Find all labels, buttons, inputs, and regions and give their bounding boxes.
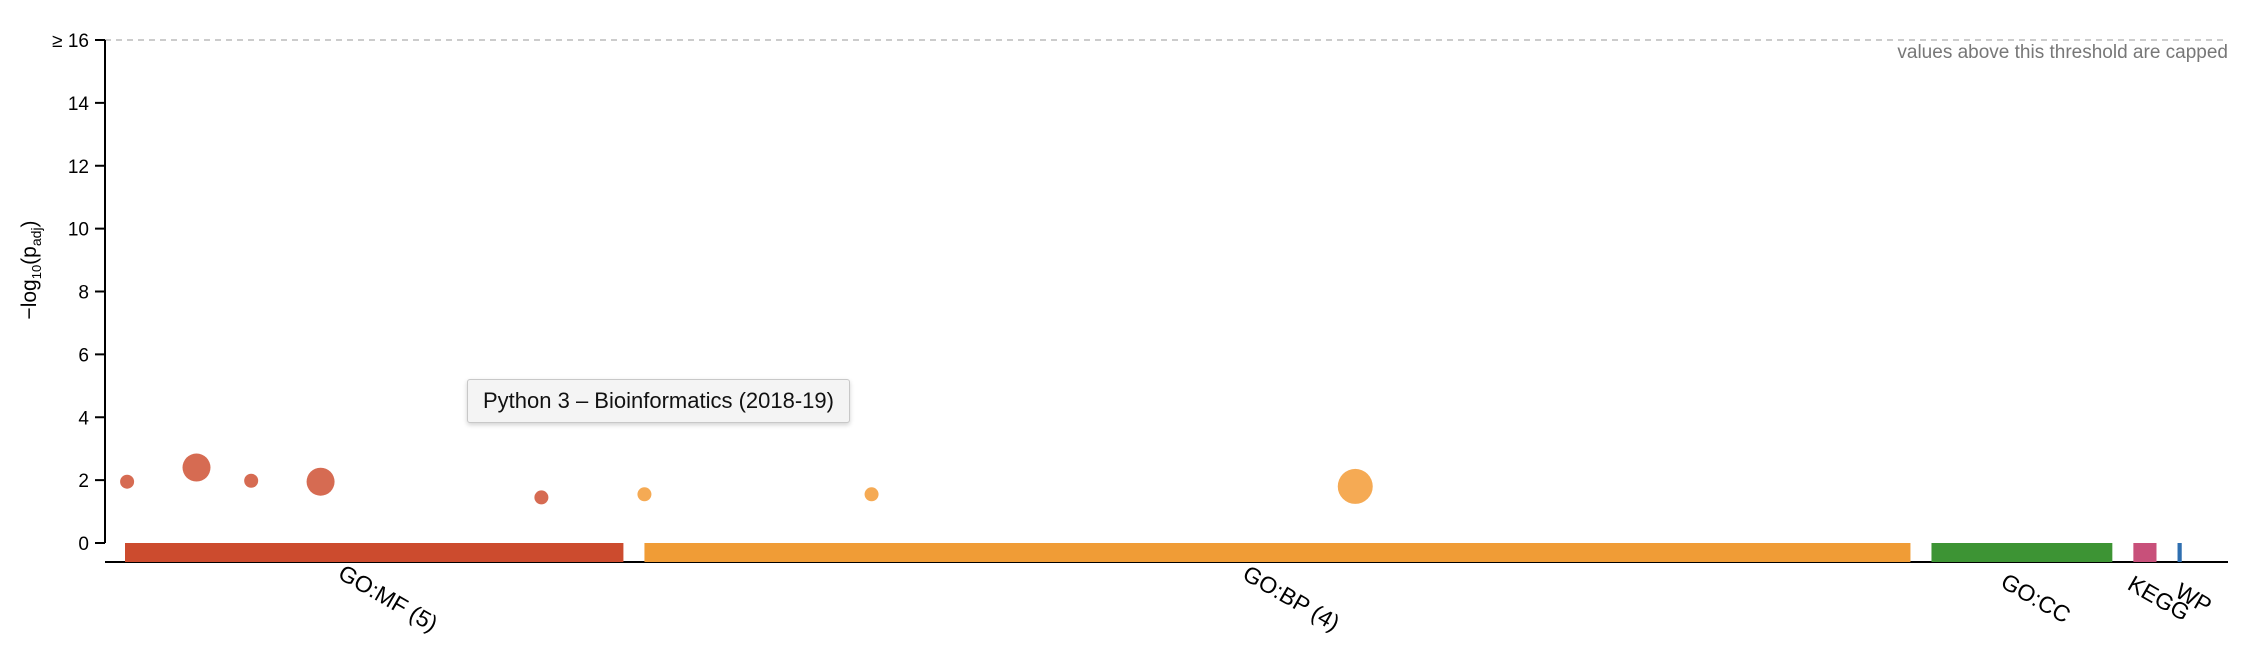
source-label: GO:MF (5) — [334, 559, 442, 636]
tooltip: Python 3 – Bioinformatics (2018-19) — [467, 379, 850, 423]
data-point[interactable] — [306, 467, 335, 496]
threshold-note: values above this threshold are capped — [1897, 42, 2228, 63]
y-axis: 0 2 4 6 8 10 12 14 ≥ 16 — [52, 31, 106, 555]
y-tick-label: 10 — [68, 220, 89, 241]
y-tick-label: 14 — [68, 94, 90, 115]
y-tick-label: 8 — [78, 283, 89, 304]
y-axis-label-sub2: adj — [28, 227, 44, 246]
y-tick-label: 2 — [78, 471, 89, 492]
y-tick-label: 6 — [78, 345, 89, 366]
y-tick-label: 0 — [78, 534, 89, 555]
threshold-layer: values above this threshold are capped — [105, 39, 2228, 63]
source-bar — [1931, 543, 2113, 562]
data-point[interactable] — [120, 474, 135, 489]
y-ticks: 0 2 4 6 8 10 12 14 ≥ 16 — [52, 31, 105, 555]
data-point[interactable] — [534, 490, 549, 505]
source-bar — [644, 543, 1911, 562]
y-tick-label: 4 — [78, 408, 89, 429]
source-bars — [125, 543, 2182, 562]
data-point[interactable] — [864, 487, 879, 502]
y-axis-label-sub: 10 — [29, 265, 44, 279]
source-label: GO:CC — [1997, 568, 2075, 628]
data-point[interactable] — [244, 473, 259, 488]
y-tick-label: ≥ 16 — [52, 31, 89, 52]
points — [120, 453, 1373, 505]
data-point[interactable] — [637, 487, 652, 502]
source-bar — [2177, 543, 2182, 562]
y-axis-label-base: −log — [18, 279, 41, 319]
y-tick-label: 12 — [68, 157, 89, 178]
y-axis-label: −log10(padj) — [18, 220, 44, 319]
y-axis-label-open: (p — [18, 246, 41, 265]
data-point[interactable] — [182, 453, 211, 482]
source-bar — [125, 543, 624, 562]
y-axis-label-close: ) — [18, 220, 41, 227]
data-point[interactable] — [1337, 468, 1373, 504]
source-bar — [2133, 543, 2157, 562]
source-label: GO:BP (4) — [1239, 560, 1345, 636]
